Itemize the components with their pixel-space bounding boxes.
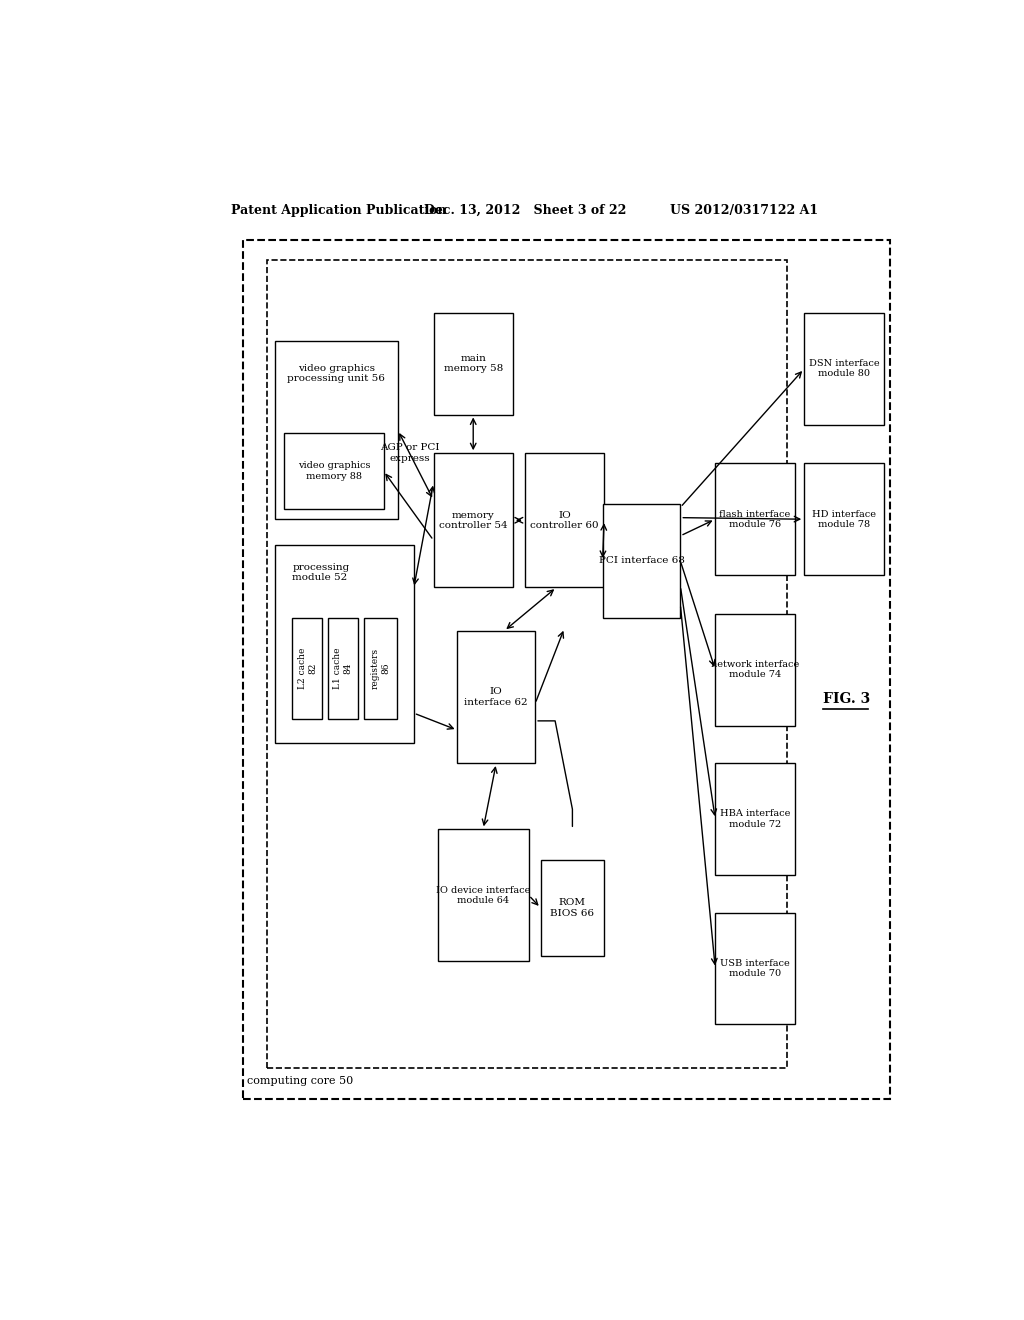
Text: Dec. 13, 2012   Sheet 3 of 22: Dec. 13, 2012 Sheet 3 of 22 — [424, 205, 626, 216]
FancyBboxPatch shape — [437, 829, 528, 961]
FancyBboxPatch shape — [541, 859, 604, 956]
FancyBboxPatch shape — [364, 618, 397, 719]
Text: memory
controller 54: memory controller 54 — [439, 511, 508, 529]
FancyBboxPatch shape — [433, 313, 513, 414]
Text: processing
module 52: processing module 52 — [292, 562, 349, 582]
FancyBboxPatch shape — [715, 614, 795, 726]
FancyBboxPatch shape — [804, 313, 884, 425]
Text: video graphics
processing unit 56: video graphics processing unit 56 — [288, 364, 385, 383]
Text: computing core 50: computing core 50 — [247, 1076, 353, 1086]
FancyBboxPatch shape — [524, 453, 604, 587]
Text: flash interface
module 76: flash interface module 76 — [719, 510, 791, 529]
FancyBboxPatch shape — [292, 618, 323, 719]
Text: PCI interface 68: PCI interface 68 — [598, 557, 684, 565]
Text: AGP or PCI
express: AGP or PCI express — [380, 444, 439, 463]
Text: US 2012/0317122 A1: US 2012/0317122 A1 — [671, 205, 818, 216]
Text: IO device interface
module 64: IO device interface module 64 — [436, 886, 530, 906]
FancyBboxPatch shape — [458, 631, 536, 763]
FancyBboxPatch shape — [274, 545, 414, 743]
FancyBboxPatch shape — [328, 618, 358, 719]
Text: registers
86: registers 86 — [371, 648, 390, 689]
Text: L1 cache
84: L1 cache 84 — [334, 648, 352, 689]
FancyBboxPatch shape — [804, 463, 884, 576]
Text: Patent Application Publication: Patent Application Publication — [231, 205, 446, 216]
FancyBboxPatch shape — [602, 504, 680, 618]
FancyBboxPatch shape — [274, 342, 397, 519]
Text: video graphics
memory 88: video graphics memory 88 — [298, 461, 371, 480]
FancyBboxPatch shape — [285, 433, 384, 510]
Text: network interface
module 74: network interface module 74 — [711, 660, 799, 680]
FancyBboxPatch shape — [715, 912, 795, 1024]
FancyBboxPatch shape — [715, 763, 795, 875]
FancyBboxPatch shape — [715, 463, 795, 576]
Text: IO
controller 60: IO controller 60 — [530, 511, 599, 529]
Text: main
memory 58: main memory 58 — [443, 354, 503, 374]
Text: L2 cache
82: L2 cache 82 — [298, 648, 317, 689]
Text: HBA interface
module 72: HBA interface module 72 — [720, 809, 791, 829]
Text: USB interface
module 70: USB interface module 70 — [720, 958, 790, 978]
Text: FIG. 3: FIG. 3 — [823, 692, 870, 706]
Text: ROM
BIOS 66: ROM BIOS 66 — [551, 899, 594, 917]
Text: HD interface
module 78: HD interface module 78 — [812, 510, 876, 529]
Text: IO
interface 62: IO interface 62 — [465, 688, 528, 706]
FancyBboxPatch shape — [433, 453, 513, 587]
Text: DSN interface
module 80: DSN interface module 80 — [809, 359, 880, 379]
